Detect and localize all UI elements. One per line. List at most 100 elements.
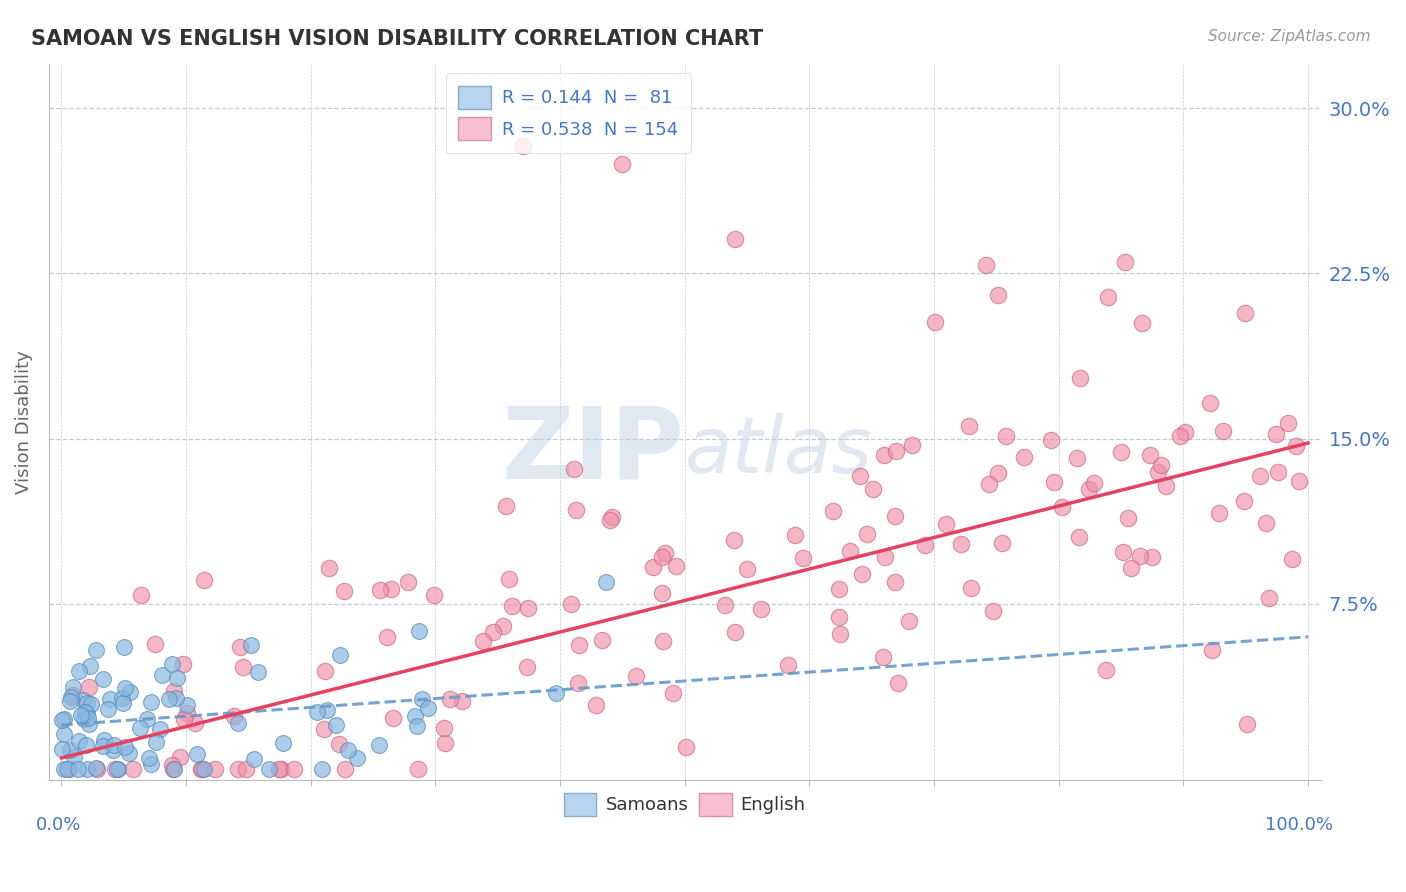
Point <box>228 762 250 776</box>
Point <box>492 618 515 632</box>
Point <box>162 762 184 776</box>
Point <box>305 705 328 719</box>
Point <box>749 601 772 615</box>
Point <box>79 658 101 673</box>
Point <box>381 711 404 725</box>
Point <box>1281 552 1303 566</box>
Point <box>1150 458 1173 472</box>
Point <box>591 633 613 648</box>
Point <box>59 743 82 757</box>
Point <box>495 500 517 514</box>
Text: Source: ZipAtlas.com: Source: ZipAtlas.com <box>1208 29 1371 44</box>
Y-axis label: Vision Disability: Vision Disability <box>15 351 32 494</box>
Point <box>991 536 1014 550</box>
Point <box>1154 479 1177 493</box>
Point <box>1258 591 1281 606</box>
Point <box>172 657 194 672</box>
Point <box>599 513 621 527</box>
Point <box>129 588 152 602</box>
Point <box>651 586 673 600</box>
Point <box>72 693 94 707</box>
Point <box>987 288 1010 302</box>
Point <box>367 739 389 753</box>
Point <box>977 477 1000 491</box>
Point <box>828 582 851 596</box>
Point <box>1267 465 1289 479</box>
Point <box>62 680 84 694</box>
Point <box>73 712 96 726</box>
Point <box>93 732 115 747</box>
Point <box>183 716 205 731</box>
Point <box>163 684 186 698</box>
Point <box>283 762 305 776</box>
Point <box>165 691 187 706</box>
Point <box>104 762 127 776</box>
Point <box>190 762 212 776</box>
Point <box>315 703 337 717</box>
Point <box>1174 425 1197 439</box>
Point <box>610 157 633 171</box>
Point <box>839 543 862 558</box>
Point <box>67 762 90 776</box>
Point <box>1112 545 1135 559</box>
Point <box>243 752 266 766</box>
Point <box>84 642 107 657</box>
Point <box>406 762 429 776</box>
Point <box>1069 370 1091 384</box>
Point <box>122 762 145 776</box>
Point <box>723 232 745 246</box>
Point <box>981 604 1004 618</box>
Point <box>914 538 936 552</box>
Point <box>641 559 664 574</box>
Point <box>1277 416 1299 430</box>
Point <box>186 747 208 761</box>
Point <box>665 559 688 574</box>
Point <box>98 692 121 706</box>
Point <box>191 762 214 776</box>
Point <box>91 739 114 753</box>
Point <box>246 665 269 679</box>
Point <box>229 640 252 655</box>
Point <box>84 761 107 775</box>
Point <box>105 762 128 776</box>
Point <box>600 510 623 524</box>
Point <box>1109 445 1132 459</box>
Point <box>128 721 150 735</box>
Point <box>714 599 737 613</box>
Point <box>270 762 292 776</box>
Point <box>312 722 335 736</box>
Point <box>193 762 215 776</box>
Point <box>375 630 398 644</box>
Point <box>70 708 93 723</box>
Point <box>595 574 617 589</box>
Point <box>565 503 588 517</box>
Point <box>176 698 198 713</box>
Point <box>498 572 520 586</box>
Point <box>145 735 167 749</box>
Point <box>1233 494 1256 508</box>
Point <box>58 762 80 776</box>
Text: 0.0%: 0.0% <box>37 816 82 834</box>
Point <box>887 675 910 690</box>
Text: ZIP: ZIP <box>502 402 685 500</box>
Point <box>169 749 191 764</box>
Point <box>872 649 894 664</box>
Point <box>318 560 340 574</box>
Point <box>162 657 184 671</box>
Point <box>111 690 134 705</box>
Point <box>873 549 896 564</box>
Point <box>53 727 76 741</box>
Point <box>1119 560 1142 574</box>
Point <box>67 664 90 678</box>
Point <box>560 597 582 611</box>
Point <box>1039 433 1062 447</box>
Point <box>63 750 86 764</box>
Point <box>1264 426 1286 441</box>
Point <box>675 739 697 754</box>
Point <box>1043 475 1066 489</box>
Point <box>792 551 814 566</box>
Point <box>418 701 440 715</box>
Point <box>974 258 997 272</box>
Point <box>651 550 673 565</box>
Point <box>222 709 245 723</box>
